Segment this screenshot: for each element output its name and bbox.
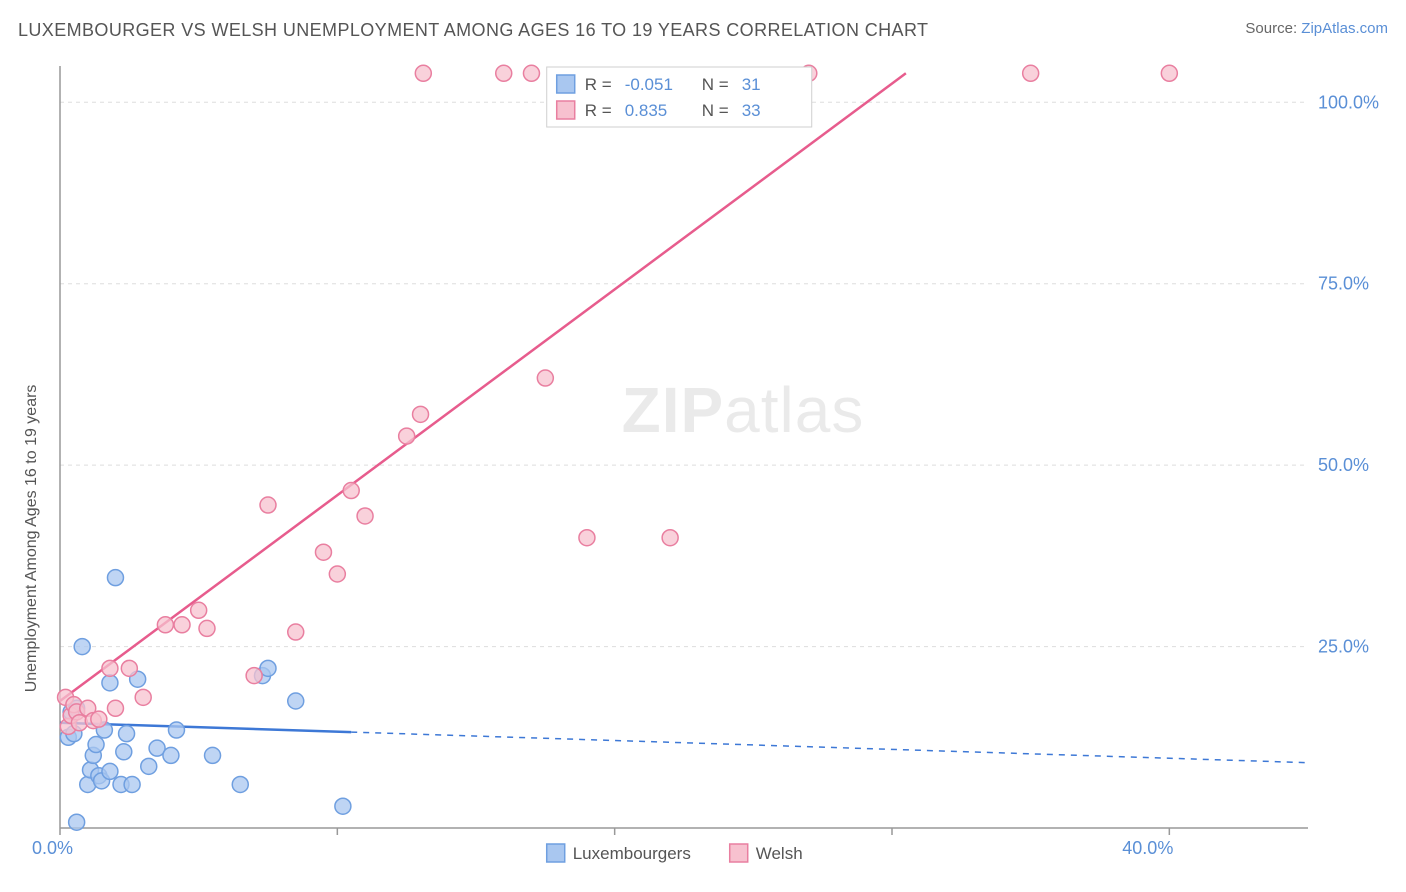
data-point-luxembourgers [107,570,123,586]
data-point-welsh [288,624,304,640]
data-point-luxembourgers [163,747,179,763]
data-point-welsh [662,530,678,546]
legend-n-value: 31 [742,75,761,94]
data-point-luxembourgers [288,693,304,709]
data-point-welsh [107,700,123,716]
legend-swatch [557,101,575,119]
data-point-luxembourgers [119,726,135,742]
data-point-welsh [1161,65,1177,81]
data-point-luxembourgers [69,814,85,830]
data-point-luxembourgers [102,763,118,779]
data-point-welsh [174,617,190,633]
data-point-welsh [246,668,262,684]
legend-r-label: R = [585,101,612,120]
data-point-welsh [135,689,151,705]
legend-swatch [557,75,575,93]
bottom-legend-swatch [547,844,565,862]
data-point-luxembourgers [102,675,118,691]
data-point-luxembourgers [168,722,184,738]
legend-n-value: 33 [742,101,761,120]
data-point-welsh [191,602,207,618]
data-point-luxembourgers [74,639,90,655]
data-point-welsh [260,497,276,513]
legend-n-label: N = [702,101,729,120]
data-point-welsh [343,483,359,499]
data-point-welsh [157,617,173,633]
y-tick-label: 100.0% [1318,92,1379,112]
y-tick-label: 50.0% [1318,455,1369,475]
bottom-legend-swatch [730,844,748,862]
data-point-welsh [357,508,373,524]
data-point-luxembourgers [205,747,221,763]
data-point-luxembourgers [141,758,157,774]
data-point-welsh [91,711,107,727]
data-point-welsh [413,406,429,422]
x-tick-label: 40.0% [1122,838,1173,858]
data-point-welsh [415,65,431,81]
data-point-welsh [121,660,137,676]
watermark: ZIPatlas [622,374,865,446]
y-tick-label: 25.0% [1318,637,1369,657]
legend-r-label: R = [585,75,612,94]
data-point-welsh [102,660,118,676]
data-point-luxembourgers [232,776,248,792]
data-point-welsh [315,544,331,560]
source-link[interactable]: ZipAtlas.com [1301,20,1388,37]
data-point-welsh [537,370,553,386]
data-point-welsh [399,428,415,444]
chart-svg: 25.0% 50.0% 75.0% 100.0% ZIPatlas 0.0% 40.0% Un… [18,58,1388,868]
source-credit: Source: ZipAtlas.com [1245,20,1388,37]
scatter-chart: 25.0% 50.0% 75.0% 100.0% ZIPatlas 0.0% 40.0% Un… [18,58,1388,868]
data-point-welsh [1023,65,1039,81]
data-point-luxembourgers [116,744,132,760]
bottom-legend-label: Luxembourgers [573,844,691,863]
data-point-welsh [199,620,215,636]
data-point-luxembourgers [335,798,351,814]
bottom-legend-label: Welsh [756,844,803,863]
y-tick-label: 75.0% [1318,274,1369,294]
data-point-welsh [496,65,512,81]
data-point-luxembourgers [124,776,140,792]
legend-n-label: N = [702,75,729,94]
data-point-welsh [329,566,345,582]
legend-r-value: 0.835 [625,101,668,120]
data-point-welsh [523,65,539,81]
data-point-welsh [579,530,595,546]
chart-header: LUXEMBOURGER VS WELSH UNEMPLOYMENT AMONG… [18,20,1388,48]
source-label: Source: [1245,20,1297,37]
y-axis-label: Unemployment Among Ages 16 to 19 years [23,385,40,693]
x-tick-label: 0.0% [32,838,73,858]
legend-r-value: -0.051 [625,75,673,94]
data-point-luxembourgers [88,737,104,753]
chart-title: LUXEMBOURGER VS WELSH UNEMPLOYMENT AMONG… [18,20,928,40]
